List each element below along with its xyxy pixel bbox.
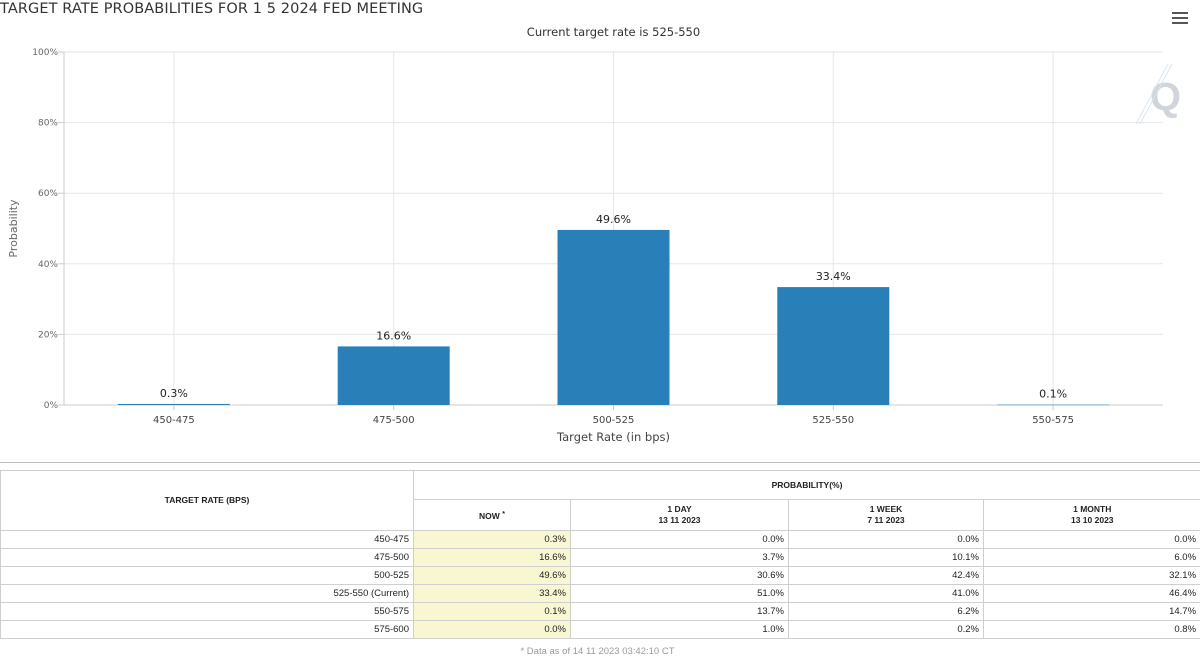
- probability-cell: 0.1%: [414, 603, 571, 621]
- y-tick-label: 60%: [38, 189, 58, 199]
- probability-cell: 0.0%: [789, 531, 984, 549]
- probability-group-header: PROBABILITY(%): [414, 471, 1200, 500]
- probability-cell: 41.0%: [789, 585, 984, 603]
- x-tick-label: 450-475: [153, 415, 195, 426]
- rate-cell: 500-525: [1, 567, 414, 585]
- bar-value-label: 16.6%: [376, 329, 411, 342]
- x-tick-label: 550-575: [1032, 415, 1074, 426]
- probability-cell: 30.6%: [571, 567, 789, 585]
- y-tick-label: 40%: [38, 260, 58, 270]
- probability-cell: 0.0%: [984, 531, 1200, 549]
- rate-cell: 575-600: [1, 621, 414, 639]
- probability-cell: 0.8%: [984, 621, 1200, 639]
- bar-value-label: 33.4%: [816, 270, 851, 283]
- probability-table-container: TARGET RATE (BPS) PROBABILITY(%) NOW * 1…: [0, 462, 1200, 655]
- probability-cell: 3.7%: [571, 549, 789, 567]
- data-timestamp-note: * Data as of 14 11 2023 03:42:10 CT: [0, 646, 1195, 657]
- probability-cell: 0.0%: [571, 531, 789, 549]
- bar-450-475: [118, 404, 230, 405]
- y-tick-label: 0%: [44, 401, 59, 411]
- probability-cell: 13.7%: [571, 603, 789, 621]
- probability-cell: 6.0%: [984, 549, 1200, 567]
- x-tick-label: 500-525: [593, 415, 635, 426]
- probability-cell: 0.0%: [414, 621, 571, 639]
- bar-value-label: 0.1%: [1039, 388, 1067, 401]
- probability-cell: 42.4%: [789, 567, 984, 585]
- q-logo-icon: Q: [1136, 64, 1181, 124]
- x-tick-label: 525-550: [812, 415, 854, 426]
- probability-cell: 0.3%: [414, 531, 571, 549]
- probability-cell: 10.1%: [789, 549, 984, 567]
- y-tick-label: 80%: [38, 119, 58, 129]
- probability-cell: 32.1%: [984, 567, 1200, 585]
- rate-column-header: TARGET RATE (BPS): [1, 471, 414, 531]
- probability-cell: 1.0%: [571, 621, 789, 639]
- chart-bars: [118, 230, 1109, 405]
- y-tick-label: 100%: [32, 48, 58, 58]
- rate-cell: 450-475: [1, 531, 414, 549]
- probability-table: TARGET RATE (BPS) PROBABILITY(%) NOW * 1…: [0, 470, 1200, 639]
- probability-cell: 16.6%: [414, 549, 571, 567]
- probability-chart: 0% 20% 40% 60% 80% 100% 0.3% 450-475 16.6% 475-50…: [0, 20, 1200, 450]
- table-row: 525-550 (Current)33.4%51.0%41.0%46.4%: [1, 585, 1200, 603]
- probability-cell: 49.6%: [414, 567, 571, 585]
- bar-525-550: [777, 287, 889, 405]
- probability-cell: 6.2%: [789, 603, 984, 621]
- probability-cell: 46.4%: [984, 585, 1200, 603]
- probability-cell: 0.2%: [789, 621, 984, 639]
- bar-475-500: [338, 346, 450, 405]
- probability-cell: 51.0%: [571, 585, 789, 603]
- chart-subtitle: Current target rate is 525-550: [527, 25, 700, 39]
- probability-cell: 33.4%: [414, 585, 571, 603]
- y-axis-title: Probability: [7, 199, 20, 258]
- rate-cell: 475-500: [1, 549, 414, 567]
- x-tick-label: 475-500: [373, 415, 415, 426]
- page-title: TARGET RATE PROBABILITIES FOR 1 5 2024 F…: [0, 1, 423, 17]
- x-axis-title: Target Rate (in bps): [556, 430, 670, 444]
- bar-500-525: [558, 230, 670, 405]
- rate-cell: 525-550 (Current): [1, 585, 414, 603]
- column-header-now: NOW *: [414, 500, 571, 531]
- bar-550-575: [997, 405, 1109, 406]
- rate-cell: 550-575: [1, 603, 414, 621]
- bar-value-label: 49.6%: [596, 213, 631, 226]
- bar-value-label: 0.3%: [160, 387, 188, 400]
- probability-cell: 14.7%: [984, 603, 1200, 621]
- chart-labels: 0% 20% 40% 60% 80% 100% 0.3% 450-475 16.6% 475-50…: [7, 25, 1074, 444]
- y-tick-label: 20%: [38, 330, 58, 340]
